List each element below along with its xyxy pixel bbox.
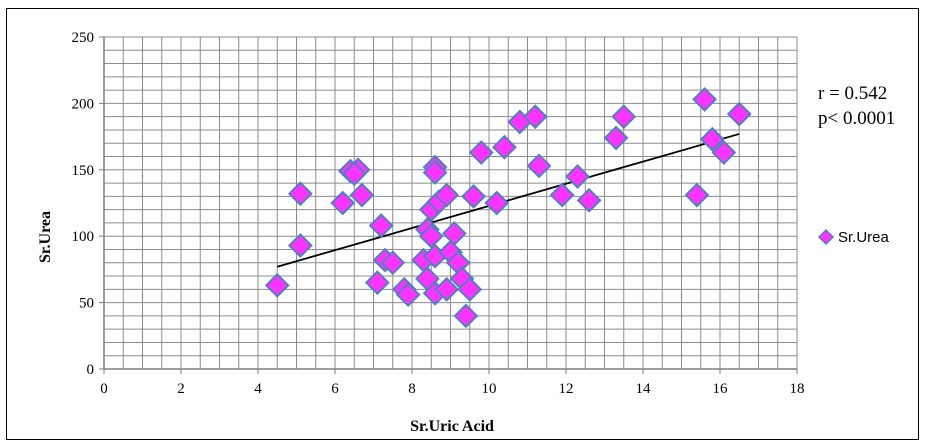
y-tick-label: 150: [72, 163, 95, 179]
x-axis-title: Sr.Uric Acid: [410, 418, 494, 435]
x-tick-label: 14: [636, 381, 652, 397]
data-point: [699, 126, 725, 152]
data-point: [287, 181, 313, 207]
data-point: [603, 125, 629, 151]
axes: [99, 36, 798, 374]
data-point: [457, 276, 483, 302]
data-point: [364, 270, 390, 296]
y-tick-label: 50: [79, 296, 94, 312]
data-point: [726, 101, 752, 127]
data-point: [453, 303, 479, 329]
data-point: [395, 282, 421, 308]
tick-labels: 0 2 4 6 8 10 12 14 16 18 0 50 100 150 200 250: [72, 30, 805, 397]
data-point: [287, 233, 313, 258]
y-tick-label: 200: [72, 96, 95, 112]
x-tick-label: 8: [408, 381, 416, 397]
data-point: [461, 183, 487, 209]
data-point: [711, 140, 737, 165]
data-point: [576, 187, 602, 213]
y-tick-label: 0: [87, 362, 95, 378]
x-tick-label: 18: [790, 381, 805, 397]
x-tick-label: 2: [177, 381, 185, 397]
chart-frame: [6, 8, 919, 440]
y-tick-label: 250: [72, 30, 95, 46]
data-points: [264, 87, 752, 329]
data-point: [349, 182, 375, 208]
data-point: [341, 161, 367, 187]
x-tick-label: 10: [482, 381, 497, 397]
x-tick-label: 4: [254, 381, 262, 397]
legend: Sr.Urea: [817, 228, 890, 246]
data-point: [565, 164, 590, 189]
data-point: [368, 213, 394, 238]
data-point: [468, 140, 494, 165]
legend-label: Sr.Urea: [838, 229, 890, 246]
x-tick-label: 16: [713, 381, 729, 397]
data-point: [549, 182, 575, 208]
data-point: [422, 160, 448, 185]
y-axis-title: Sr.Urea: [37, 211, 54, 263]
data-point: [441, 221, 467, 246]
trendline: [277, 133, 740, 268]
data-point: [692, 87, 718, 112]
data-point: [434, 276, 460, 302]
correlation-r: r = 0.542: [818, 83, 887, 104]
data-point: [264, 272, 290, 298]
data-point: [491, 134, 517, 160]
x-tick-label: 12: [559, 381, 574, 397]
x-tick-label: 0: [100, 381, 108, 397]
legend-marker: [817, 228, 835, 246]
y-tick-label: 100: [72, 229, 95, 245]
data-point: [684, 182, 710, 208]
data-point: [330, 190, 356, 216]
data-point: [484, 190, 510, 216]
data-point: [380, 250, 406, 276]
p-value: p< 0.0001: [818, 108, 895, 129]
data-point: [418, 223, 444, 249]
trendline-group: [277, 133, 740, 268]
data-point: [526, 153, 552, 179]
data-point: [611, 104, 637, 130]
data-point: [434, 182, 460, 208]
x-tick-label: 6: [331, 381, 339, 397]
data-point: [522, 104, 548, 130]
